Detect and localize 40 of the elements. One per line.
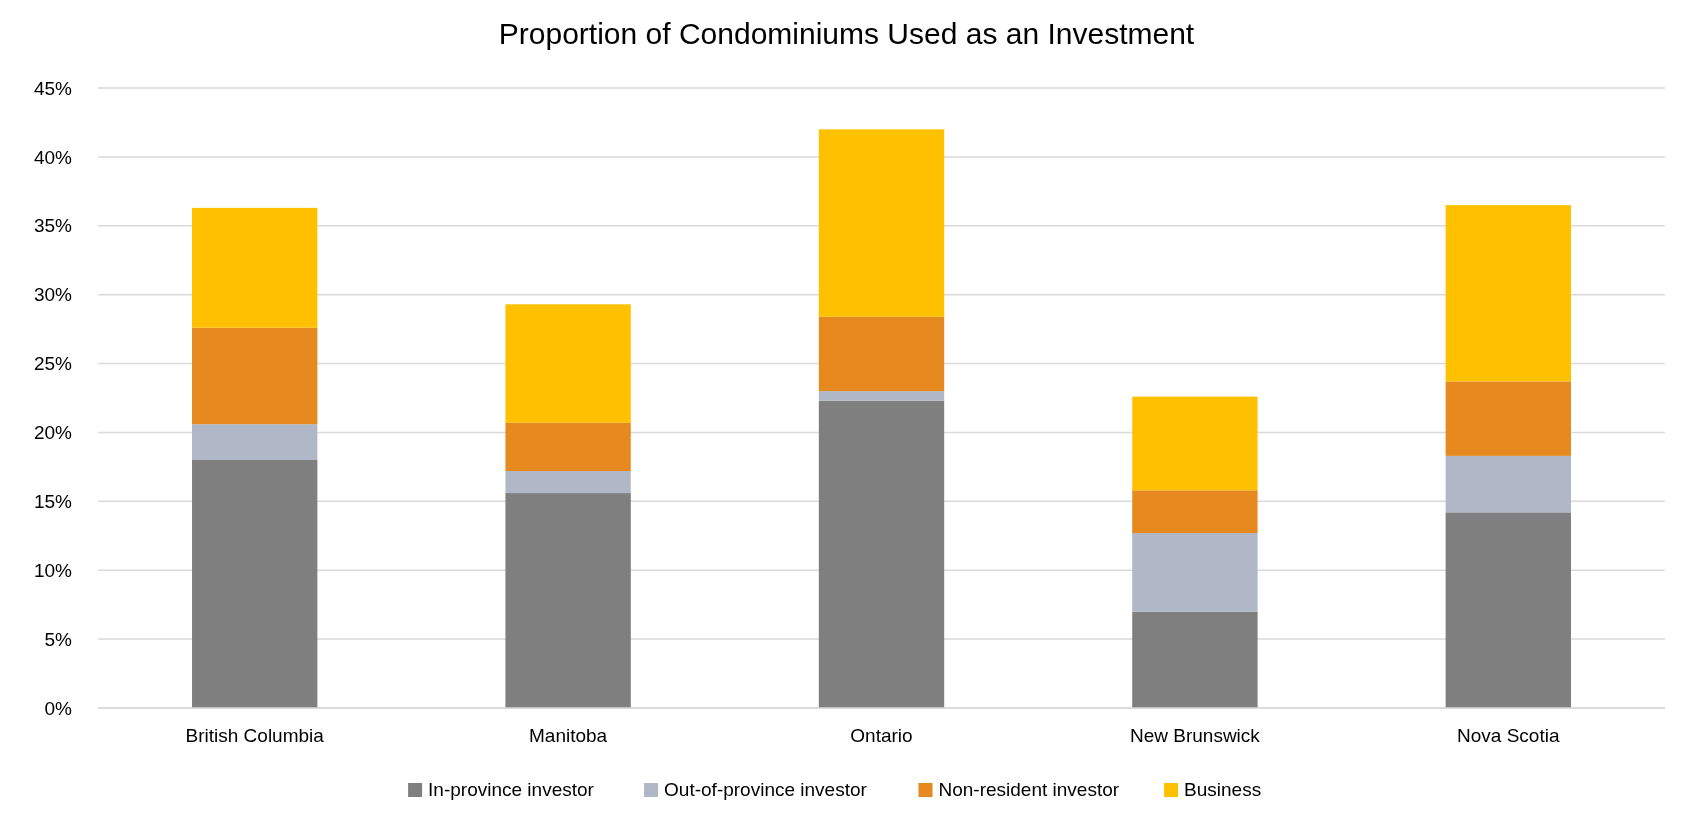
bar [1132, 490, 1258, 534]
y-tick-label: 25% [33, 353, 73, 375]
y-tick-label: 35% [33, 215, 73, 237]
y-tick-label: 40% [33, 146, 73, 168]
legend-label: Out-of-province investor [664, 779, 868, 800]
y-tick-label: 5% [44, 628, 73, 650]
bar [818, 129, 945, 317]
y-tick-label: 30% [33, 284, 73, 306]
y-tick-label: 20% [33, 422, 73, 444]
y-tick-label: 10% [33, 559, 73, 581]
bar [818, 316, 945, 392]
y-tick-label: 15% [33, 490, 73, 512]
bar [818, 391, 945, 401]
bar [192, 327, 318, 425]
legend-label: Non-resident investor [938, 779, 1120, 800]
bar [1445, 381, 1571, 456]
x-tick-label: Manitoba [529, 725, 608, 746]
x-tick-label: Nova Scotia [1457, 725, 1560, 746]
bar [505, 304, 631, 423]
legend-label: In-province investor [428, 779, 595, 800]
bar [818, 400, 945, 708]
bar [505, 493, 631, 708]
x-tick-label: New Brunswick [1129, 725, 1261, 746]
bar [1132, 533, 1258, 612]
x-tick-label: British Columbia [185, 725, 325, 746]
y-tick-label: 45% [33, 77, 73, 99]
bar [505, 471, 631, 494]
chart-title: Proportion of Condominiums Used as an Investment [498, 17, 1195, 50]
x-tick-label: Ontario [850, 725, 913, 746]
y-tick-label: 0% [44, 697, 73, 719]
bar [1445, 455, 1571, 513]
bar [1132, 611, 1258, 708]
bar [505, 422, 631, 472]
legend-label: Business [1184, 779, 1262, 800]
bar [192, 460, 318, 708]
bar [192, 207, 318, 328]
bar [1132, 396, 1258, 491]
bar [192, 424, 318, 460]
bar [1445, 512, 1571, 708]
bar [1445, 205, 1571, 382]
